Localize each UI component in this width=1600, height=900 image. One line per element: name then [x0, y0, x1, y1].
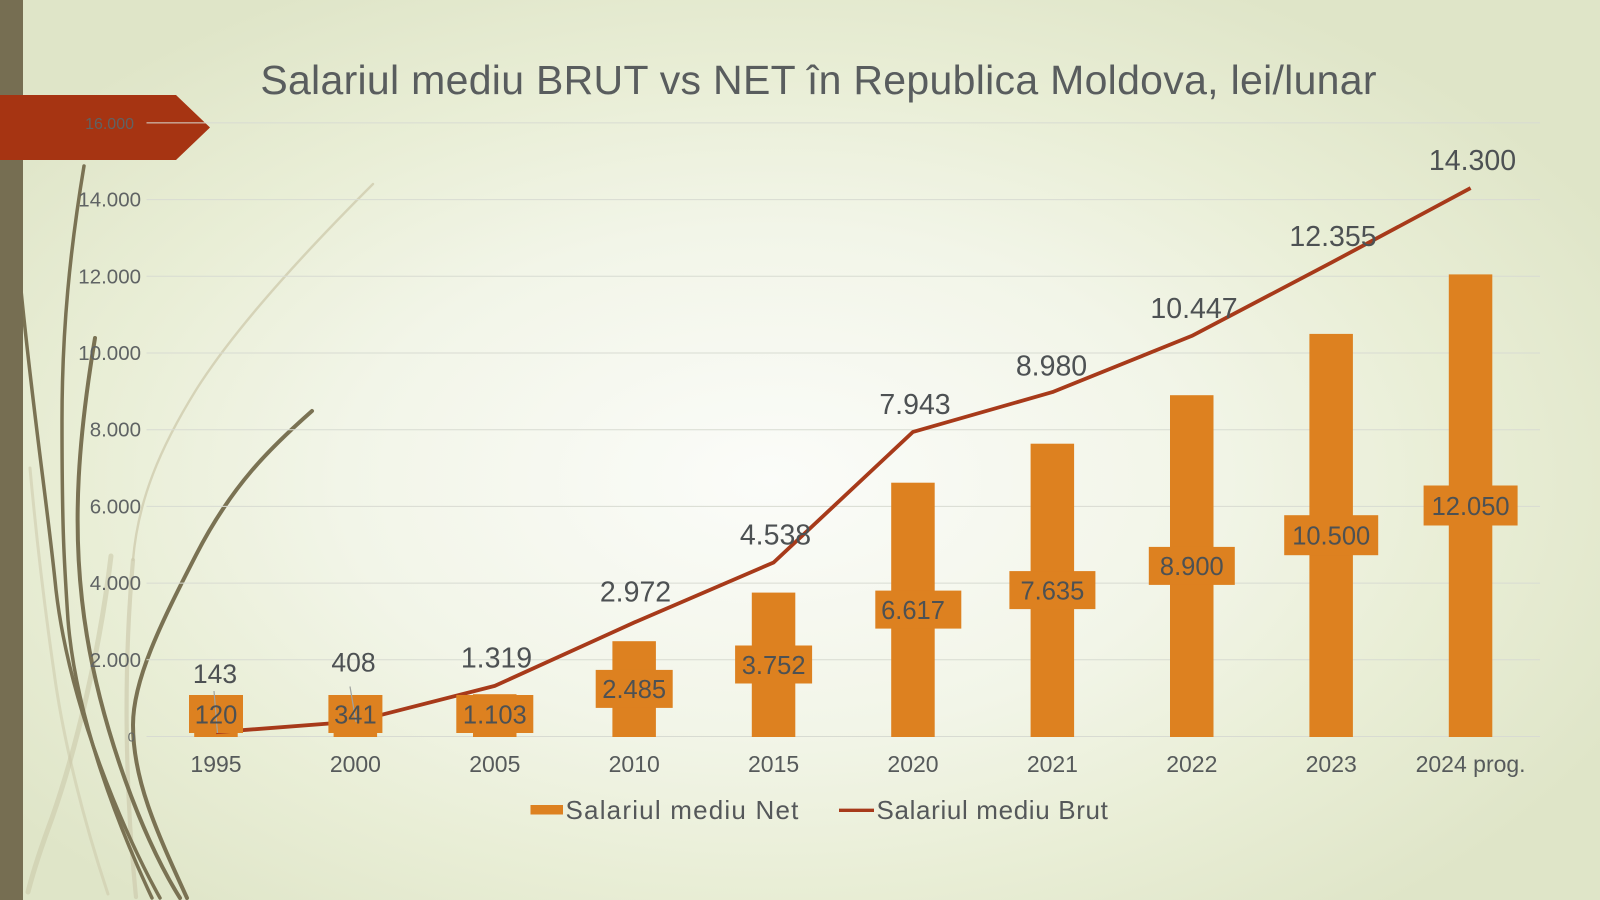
svg-text:8.980: 8.980	[1016, 351, 1087, 383]
svg-text:2022: 2022	[1166, 751, 1217, 777]
svg-text:14.000: 14.000	[78, 189, 141, 212]
svg-text:7.635: 7.635	[1020, 577, 1084, 605]
svg-text:2023: 2023	[1306, 751, 1357, 777]
svg-text:341: 341	[334, 701, 377, 729]
svg-text:143: 143	[193, 659, 237, 689]
svg-text:10.447: 10.447	[1150, 293, 1237, 325]
svg-text:2024 prog.: 2024 prog.	[1416, 751, 1526, 777]
svg-text:6.000: 6.000	[90, 495, 141, 518]
svg-text:8.000: 8.000	[90, 419, 141, 442]
svg-text:2020: 2020	[887, 751, 938, 777]
svg-text:6.617: 6.617	[881, 597, 945, 625]
svg-text:Salariul mediu BRUT vs NET în: Salariul mediu BRUT vs NET în Republica …	[260, 57, 1377, 103]
svg-text:1.319: 1.319	[461, 643, 532, 675]
svg-text:1995: 1995	[190, 751, 241, 777]
svg-text:1.103: 1.103	[463, 701, 527, 729]
svg-text:Salariul mediu Brut: Salariul mediu Brut	[877, 795, 1109, 825]
svg-text:0: 0	[128, 730, 135, 745]
svg-text:120: 120	[195, 701, 238, 729]
svg-text:408: 408	[331, 647, 375, 677]
svg-text:2010: 2010	[609, 751, 660, 777]
svg-text:2000: 2000	[330, 751, 381, 777]
svg-text:2.000: 2.000	[90, 649, 141, 672]
svg-text:10.500: 10.500	[1292, 523, 1370, 551]
svg-text:12.000: 12.000	[78, 265, 141, 288]
svg-text:2021: 2021	[1027, 751, 1078, 777]
svg-text:4.000: 4.000	[90, 572, 141, 595]
svg-text:12.355: 12.355	[1289, 221, 1376, 253]
svg-text:10.000: 10.000	[78, 342, 141, 365]
svg-text:2015: 2015	[748, 751, 799, 777]
svg-text:2.485: 2.485	[602, 676, 666, 704]
svg-text:4.538: 4.538	[740, 519, 811, 551]
svg-text:2.972: 2.972	[600, 576, 671, 608]
svg-text:Salariul mediu Net: Salariul mediu Net	[566, 795, 800, 825]
svg-text:16.000: 16.000	[85, 116, 134, 133]
svg-text:14.300: 14.300	[1429, 145, 1516, 177]
svg-text:8.900: 8.900	[1160, 553, 1224, 581]
svg-text:12.050: 12.050	[1432, 493, 1510, 521]
svg-text:2005: 2005	[469, 751, 520, 777]
svg-text:3.752: 3.752	[742, 652, 806, 680]
svg-text:7.943: 7.943	[879, 389, 950, 421]
